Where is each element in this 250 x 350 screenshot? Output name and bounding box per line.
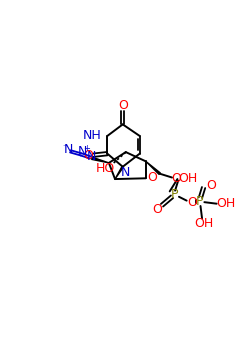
Text: O: O bbox=[187, 196, 197, 209]
Text: +: + bbox=[83, 144, 90, 153]
Text: N: N bbox=[64, 143, 74, 156]
Polygon shape bbox=[146, 161, 160, 174]
Polygon shape bbox=[92, 157, 109, 163]
Text: N: N bbox=[121, 166, 130, 178]
Text: O: O bbox=[206, 179, 216, 192]
Text: OH: OH bbox=[178, 172, 197, 185]
Text: ⁻: ⁻ bbox=[62, 142, 66, 151]
Text: N: N bbox=[78, 145, 88, 158]
Text: P: P bbox=[170, 188, 178, 201]
Text: P: P bbox=[196, 195, 203, 208]
Text: O: O bbox=[83, 149, 93, 162]
Text: NH: NH bbox=[82, 129, 101, 142]
Text: OH: OH bbox=[216, 197, 236, 210]
Text: O: O bbox=[147, 171, 157, 184]
Text: OH: OH bbox=[194, 217, 213, 230]
Text: N: N bbox=[87, 150, 97, 163]
Text: O: O bbox=[172, 172, 181, 185]
Text: O: O bbox=[152, 203, 162, 216]
Text: HO: HO bbox=[96, 162, 116, 175]
Text: O: O bbox=[118, 99, 128, 112]
Polygon shape bbox=[115, 166, 124, 179]
